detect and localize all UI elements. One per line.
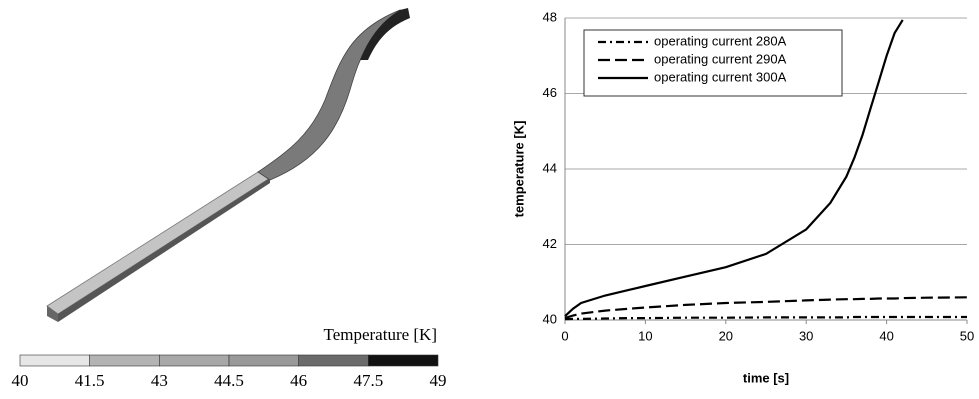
colorbar-segment <box>90 355 160 366</box>
x-tick-label: 20 <box>719 328 733 343</box>
colorbar-segment <box>229 355 299 366</box>
colorbar-tick-label: 43 <box>151 371 168 390</box>
beam-side <box>58 178 270 322</box>
colorbar-segment <box>20 355 90 366</box>
colorbar-tick-label: 46 <box>290 371 307 390</box>
y-axis-label: temperature [K] <box>511 121 526 218</box>
x-tick-label: 40 <box>879 328 893 343</box>
x-tick-label: 0 <box>561 328 568 343</box>
colorbar-title: Temperature [K] <box>324 325 438 344</box>
beam-rendering <box>47 8 410 322</box>
beam-bend <box>258 10 408 180</box>
series-line <box>565 297 967 318</box>
x-tick-label: 50 <box>960 328 974 343</box>
colorbar-tick-label: 47.5 <box>353 371 383 390</box>
colorbar-tick-label: 44.5 <box>214 371 244 390</box>
y-tick-label: 46 <box>543 85 557 100</box>
colorbar-segment <box>299 355 369 366</box>
y-tick-label: 48 <box>543 9 557 24</box>
series-line <box>565 317 967 319</box>
y-tick-label: 44 <box>543 160 557 175</box>
colorbar: Temperature [K] 40 41.5 43 44.5 46 47.5 49 <box>12 325 447 390</box>
legend-label: operating current 280A <box>654 33 787 48</box>
x-tick-label: 30 <box>799 328 813 343</box>
legend-label: operating current 300A <box>654 69 787 84</box>
y-tick-label: 40 <box>543 311 557 326</box>
beam-light-face <box>47 172 270 314</box>
y-tick-label: 42 <box>543 236 557 251</box>
colorbar-tick-label: 40 <box>12 371 29 390</box>
colorbar-tick-label: 41.5 <box>75 371 105 390</box>
x-tick-label: 10 <box>638 328 652 343</box>
colorbar-segment <box>368 355 438 366</box>
legend-label: operating current 290A <box>654 51 787 66</box>
colorbar-segment <box>159 355 229 366</box>
colorbar-tick-label: 49 <box>430 371 447 390</box>
figure: Temperature [K] 40 41.5 43 44.5 46 47.5 49 tim… <box>0 0 979 394</box>
x-axis-label: time [s] <box>743 370 789 385</box>
line-chart: time [s] temperature [K] 40 42 44 46 48 0 10 20… <box>511 9 974 385</box>
